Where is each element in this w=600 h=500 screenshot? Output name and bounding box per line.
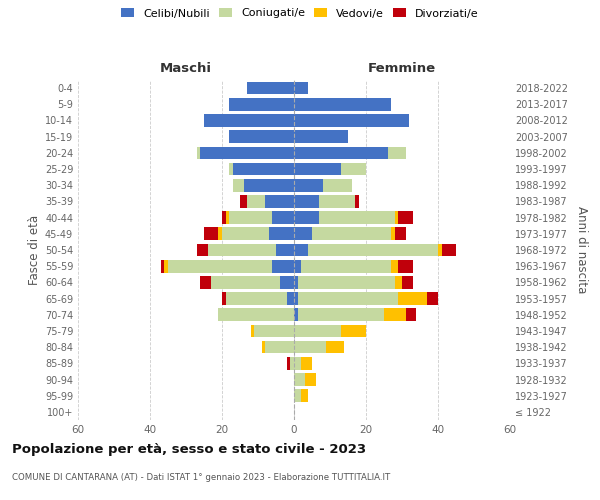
Bar <box>222 212 226 224</box>
Bar <box>294 195 319 207</box>
Bar <box>294 260 301 272</box>
Bar <box>398 292 427 305</box>
Bar <box>312 228 391 240</box>
Bar <box>341 324 366 338</box>
Bar <box>208 244 276 256</box>
Bar <box>294 308 298 321</box>
Bar <box>323 179 352 192</box>
Text: Popolazione per età, sesso e stato civile - 2023: Popolazione per età, sesso e stato civil… <box>12 442 366 456</box>
Bar <box>402 276 413 288</box>
Bar <box>442 244 456 256</box>
Bar <box>294 244 308 256</box>
Bar <box>294 324 341 338</box>
Bar <box>272 212 294 224</box>
Bar <box>244 179 294 192</box>
Bar <box>301 260 391 272</box>
Bar <box>298 292 398 305</box>
Bar <box>294 390 301 402</box>
Bar <box>200 146 294 159</box>
Bar <box>265 341 294 353</box>
Bar <box>341 162 366 175</box>
Bar <box>395 276 402 288</box>
Bar <box>218 308 294 321</box>
Bar <box>438 244 442 256</box>
Bar <box>200 276 211 288</box>
Bar <box>269 228 294 240</box>
Bar <box>294 114 409 127</box>
Bar <box>247 82 294 94</box>
Bar <box>427 292 438 305</box>
Bar <box>197 146 200 159</box>
Bar <box>326 341 344 353</box>
Bar <box>218 228 222 240</box>
Bar <box>262 341 265 353</box>
Bar <box>161 260 164 272</box>
Bar <box>164 260 168 272</box>
Bar <box>229 98 294 110</box>
Bar <box>168 260 272 272</box>
Bar <box>272 260 294 272</box>
Bar <box>305 373 316 386</box>
Bar <box>226 212 229 224</box>
Bar <box>384 308 406 321</box>
Bar <box>229 162 233 175</box>
Bar <box>398 260 413 272</box>
Bar <box>294 341 326 353</box>
Bar <box>287 357 290 370</box>
Bar <box>391 260 398 272</box>
Bar <box>308 244 438 256</box>
Bar <box>294 130 348 143</box>
Bar <box>290 357 294 370</box>
Bar <box>229 130 294 143</box>
Bar <box>294 146 388 159</box>
Legend: Celibi/Nubili, Coniugati/e, Vedovi/e, Divorziati/e: Celibi/Nubili, Coniugati/e, Vedovi/e, Di… <box>121 8 479 18</box>
Bar <box>294 276 298 288</box>
Bar <box>280 276 294 288</box>
Bar <box>197 244 208 256</box>
Bar <box>406 308 416 321</box>
Bar <box>298 276 395 288</box>
Bar <box>251 324 254 338</box>
Text: Femmine: Femmine <box>368 62 436 75</box>
Bar <box>211 276 280 288</box>
Bar <box>294 373 305 386</box>
Bar <box>222 292 226 305</box>
Bar <box>233 179 244 192</box>
Bar <box>301 390 308 402</box>
Bar <box>247 195 265 207</box>
Bar <box>276 244 294 256</box>
Bar <box>298 308 384 321</box>
Bar <box>226 292 287 305</box>
Bar <box>294 162 341 175</box>
Bar <box>204 228 218 240</box>
Bar <box>294 292 298 305</box>
Y-axis label: Fasce di età: Fasce di età <box>28 215 41 285</box>
Text: Maschi: Maschi <box>160 62 212 75</box>
Bar <box>388 146 406 159</box>
Bar <box>319 195 355 207</box>
Bar <box>204 114 294 127</box>
Bar <box>294 179 323 192</box>
Bar <box>398 212 413 224</box>
Bar <box>222 228 269 240</box>
Bar <box>265 195 294 207</box>
Bar <box>294 82 308 94</box>
Bar <box>294 228 312 240</box>
Bar <box>301 357 312 370</box>
Bar <box>254 324 294 338</box>
Bar <box>395 228 406 240</box>
Bar <box>233 162 294 175</box>
Y-axis label: Anni di nascita: Anni di nascita <box>575 206 588 294</box>
Bar <box>319 212 395 224</box>
Bar <box>294 357 301 370</box>
Bar <box>391 228 395 240</box>
Bar <box>240 195 247 207</box>
Bar <box>294 212 319 224</box>
Bar <box>229 212 272 224</box>
Bar <box>287 292 294 305</box>
Bar <box>395 212 398 224</box>
Bar <box>355 195 359 207</box>
Bar <box>294 98 391 110</box>
Text: COMUNE DI CANTARANA (AT) - Dati ISTAT 1° gennaio 2023 - Elaborazione TUTTITALIA.: COMUNE DI CANTARANA (AT) - Dati ISTAT 1°… <box>12 472 390 482</box>
